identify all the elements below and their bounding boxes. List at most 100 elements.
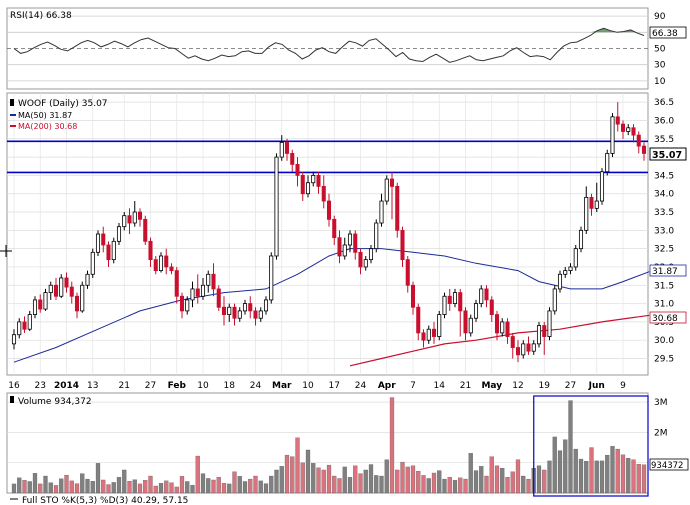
volume-bar xyxy=(300,462,305,494)
volume-bar xyxy=(631,459,636,494)
candle-body xyxy=(484,288,489,301)
price-tick-label: 32.5 xyxy=(654,245,674,255)
candle-body xyxy=(148,240,153,261)
price-tick-label: 33.0 xyxy=(654,226,674,236)
volume-title: Volume 934,372 xyxy=(18,397,92,407)
ma50-line xyxy=(13,248,650,363)
price-tick-label: 36.5 xyxy=(654,98,674,108)
volume-bar xyxy=(185,481,190,494)
volume-bar xyxy=(200,473,206,494)
volume-bar xyxy=(374,475,379,494)
candle-body xyxy=(248,303,253,312)
candle-body xyxy=(542,325,547,337)
volume-bar xyxy=(342,466,347,494)
rsi-panel: 9070503010 66.38 RSI(14) 66.38 xyxy=(6,7,687,90)
volume-bar xyxy=(505,477,510,494)
candle-body xyxy=(258,310,263,319)
ma50-value-label: 31.87 xyxy=(652,267,678,277)
last-price-box xyxy=(649,147,687,161)
last-price-label: 35.07 xyxy=(652,150,682,161)
date-tick-label: 21 xyxy=(119,381,130,391)
volume-bar xyxy=(379,475,384,494)
candle-body xyxy=(279,142,284,158)
volume-bar xyxy=(316,467,321,494)
volume-bar xyxy=(326,464,332,494)
candle-body xyxy=(337,237,342,257)
volume-bar xyxy=(636,464,641,494)
volume-bar xyxy=(64,474,69,494)
candle-body xyxy=(211,273,216,290)
price-title-marker xyxy=(10,99,14,106)
volume-bar xyxy=(463,478,468,494)
price-tick-label: 31.0 xyxy=(654,300,674,310)
ma200-value-label: 30.68 xyxy=(652,314,678,324)
volume-gridlines xyxy=(7,401,648,464)
date-tick-label: 18 xyxy=(224,381,236,391)
candle-body xyxy=(379,200,384,224)
volume-bar xyxy=(353,465,358,494)
date-tick-label: 13 xyxy=(87,381,98,391)
candle-body xyxy=(389,178,395,187)
volume-bar xyxy=(395,469,400,494)
volume-bar xyxy=(536,465,542,494)
candle-body xyxy=(22,321,27,330)
date-tick-label: 9 xyxy=(620,381,626,391)
volume-bar xyxy=(22,480,27,494)
candle-body xyxy=(216,288,221,308)
volume-bar xyxy=(74,483,80,494)
candle-body xyxy=(38,299,43,310)
candle-body xyxy=(615,116,620,125)
ma200-legend: MA(200) 30.68 xyxy=(18,122,77,131)
price-tick-label: 30.0 xyxy=(654,336,674,346)
volume-bar xyxy=(468,453,473,494)
volume-bar xyxy=(573,448,578,494)
volume-bar xyxy=(111,482,116,494)
volume-tick-label: 2M xyxy=(654,428,668,438)
volume-bar xyxy=(253,475,258,494)
date-tick-label: 16 xyxy=(8,381,20,391)
candle-body xyxy=(300,175,305,195)
volume-bar xyxy=(211,479,216,494)
rsi-tick-label: 90 xyxy=(654,12,666,22)
volume-bar xyxy=(284,454,290,494)
volume-bar xyxy=(269,475,274,494)
candle-body xyxy=(589,196,594,209)
candle-body xyxy=(69,286,74,297)
date-tick-label: 24 xyxy=(250,381,262,391)
date-tick-label: 23 xyxy=(35,381,46,391)
date-tick-label: 2014 xyxy=(54,381,79,391)
volume-bar xyxy=(38,483,43,494)
candle-body xyxy=(395,185,400,231)
price-tick-label: 36.0 xyxy=(654,116,674,126)
candle-body xyxy=(594,200,599,209)
volume-bar xyxy=(557,450,563,494)
rsi-tick-label: 30 xyxy=(654,61,666,71)
rsi-axis-ticks: 9070503010 xyxy=(654,12,666,87)
volume-bar xyxy=(85,478,90,494)
volume-bar xyxy=(11,483,17,494)
volume-bar xyxy=(452,480,458,494)
volume-bar xyxy=(179,476,185,494)
volume-bar xyxy=(169,482,174,494)
ma200-value-box xyxy=(649,311,687,324)
volume-bar xyxy=(515,459,521,494)
volume-bar xyxy=(568,400,573,494)
volume-bar xyxy=(416,471,421,494)
candle-body xyxy=(631,127,636,136)
date-axis-ticks: 16 23 2014 13 21 27 Feb 10 18 24 Mar 10 17 24 Apr 7 14 21… xyxy=(8,381,626,391)
volume-bar xyxy=(489,456,494,494)
volume-bar xyxy=(59,478,64,494)
date-tick-label: 24 xyxy=(355,381,367,391)
candle-body xyxy=(290,153,295,165)
volume-bar xyxy=(605,454,610,494)
candle-body xyxy=(636,134,641,147)
candle-body xyxy=(74,295,80,312)
volume-bar xyxy=(164,480,169,494)
volume-bar xyxy=(442,478,447,494)
crosshair-cursor-icon xyxy=(0,245,12,257)
candle-body xyxy=(153,259,158,272)
candle-body xyxy=(426,328,431,341)
volume-bar xyxy=(484,475,489,494)
volume-bar xyxy=(641,464,647,494)
